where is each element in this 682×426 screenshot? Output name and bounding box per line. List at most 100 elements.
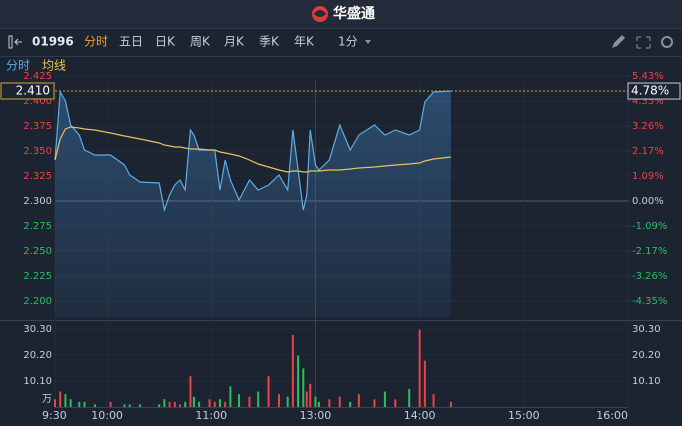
volume-tick-label: 20.20 (23, 350, 52, 361)
draw-icon[interactable] (612, 35, 625, 48)
volume-bar (373, 399, 376, 407)
volume-bar (59, 391, 62, 407)
period-tab[interactable]: 年K (294, 35, 315, 49)
last-change-label: 4.78% (631, 84, 669, 98)
x-tick-label: 13:00 (300, 409, 332, 422)
volume-bar (123, 404, 126, 407)
volume-bar (229, 386, 232, 407)
volume-bar (267, 376, 270, 407)
volume-bar (158, 404, 161, 407)
volume-bar (297, 355, 300, 407)
x-tick-label: 16:00 (596, 409, 628, 422)
back-arrow[interactable] (14, 38, 22, 46)
y-tick-label: 2.300 (23, 196, 52, 207)
volume-tick-label: 10.10 (632, 376, 661, 387)
volume-bar (302, 368, 305, 407)
volume-bar (449, 401, 452, 407)
period-tab[interactable]: 五日 (119, 35, 143, 49)
volume-bar (309, 383, 312, 407)
back-icon[interactable] (8, 35, 13, 49)
y-tick-label: 2.400 (23, 96, 52, 107)
dropdown-arrow[interactable] (365, 40, 371, 44)
average-line (54, 126, 451, 173)
x-tick-label: 11:00 (195, 409, 227, 422)
volume-bar (291, 334, 294, 407)
volume-bar (218, 399, 221, 407)
volume-bar (198, 401, 201, 407)
volume-bar (418, 329, 421, 407)
volume-tick-label: 20.20 (632, 350, 661, 361)
volume-tick-label: 10.10 (23, 376, 52, 387)
volume-bar (357, 394, 360, 407)
volume-bar (64, 394, 67, 407)
y-tick-label: 2.425 (23, 71, 52, 82)
volume-bar (128, 404, 131, 407)
legend-entry: 均线 (42, 59, 66, 73)
volume-bar (383, 391, 386, 407)
x-tick-label: 10:00 (91, 409, 123, 422)
period-tab[interactable]: 季K (259, 35, 280, 49)
y2-tick-label: 2.17% (632, 146, 664, 157)
volume-bar (208, 399, 211, 407)
volume-bar (83, 401, 86, 407)
period-tab[interactable]: 日K (155, 35, 176, 49)
volume-bar (93, 404, 96, 407)
volume-bar (54, 399, 56, 407)
volume-bar (184, 401, 187, 407)
y2-tick-label: -4.35% (632, 296, 667, 307)
y2-tick-label: -2.17% (632, 246, 667, 257)
y-tick-label: 2.275 (23, 221, 52, 232)
y-tick-label: 2.250 (23, 246, 52, 257)
last-price-label: 2.410 (16, 84, 50, 98)
x-tick-label: 15:00 (508, 409, 540, 422)
period-tab[interactable]: 月K (224, 35, 245, 49)
volume-bar (349, 401, 352, 407)
volume-bar (408, 388, 411, 407)
app-name: 华盛通 (333, 5, 375, 22)
volume-bar (179, 404, 182, 407)
volume-bar (432, 394, 435, 407)
volume-bar (168, 401, 171, 407)
volume-unit: 万 (42, 394, 52, 405)
y2-tick-label: -3.26% (632, 271, 667, 282)
volume-tick-label: 30.30 (23, 324, 52, 335)
fullscreen-icon[interactable] (636, 36, 651, 49)
price-line (54, 90, 451, 213)
symbol: 01996 (32, 35, 74, 49)
volume-bar (224, 401, 227, 407)
y-tick-label: 2.325 (23, 171, 52, 182)
volume-bar (248, 396, 251, 407)
volume-bar (277, 394, 280, 407)
period-tab[interactable]: 分时 (84, 35, 108, 49)
y-tick-label: 2.225 (23, 271, 52, 282)
volume-bar (213, 401, 216, 407)
settings-icon[interactable] (661, 36, 673, 48)
volume-bar (192, 396, 195, 407)
volume-bar (286, 396, 289, 407)
volume-bar (189, 376, 192, 407)
volume-bar (139, 404, 142, 407)
volume-bar (109, 401, 112, 407)
period-tab[interactable]: 周K (190, 35, 211, 49)
logo-swirl (314, 10, 326, 17)
volume-tick-label: 30.30 (632, 324, 661, 335)
volume-bar (238, 394, 241, 407)
interval-select[interactable]: 1分 (338, 35, 358, 49)
volume-bar (163, 399, 166, 407)
y-tick-label: 2.375 (23, 121, 52, 132)
x-tick-label: 9:30 (42, 409, 67, 422)
volume-bar (423, 360, 426, 407)
y-tick-label: 2.200 (23, 296, 52, 307)
x-tick-label: 14:00 (404, 409, 436, 422)
last-price-box (0, 82, 55, 100)
volume-bar (305, 391, 308, 407)
volume-bar (314, 396, 317, 407)
header-bar (0, 0, 682, 28)
volume-bar (69, 399, 72, 407)
y2-tick-label: 0.00% (632, 196, 664, 207)
volume-bar (328, 399, 331, 407)
volume-bar (317, 401, 320, 407)
y2-tick-label: 3.26% (632, 121, 664, 132)
volume-bar (173, 401, 176, 407)
y2-tick-label: 1.09% (632, 171, 664, 182)
